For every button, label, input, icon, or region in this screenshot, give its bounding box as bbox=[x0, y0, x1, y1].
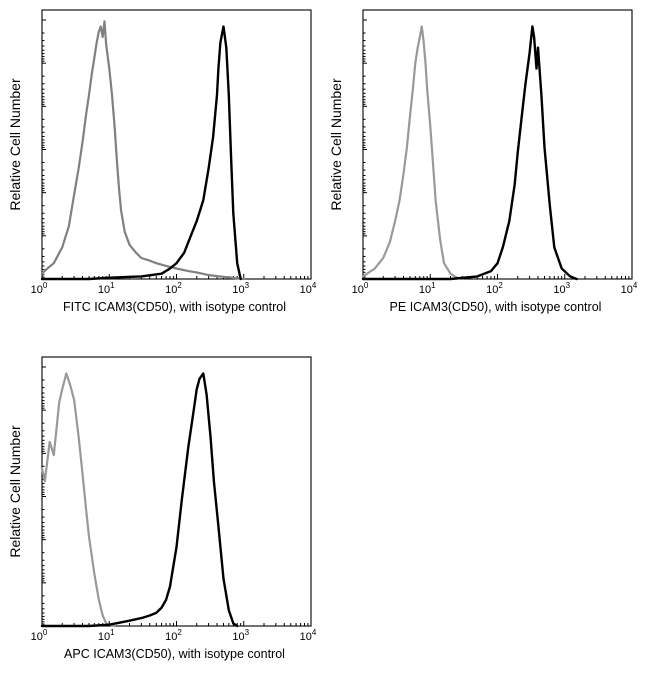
x-axis-label: PE ICAM3(CD50), with isotype control bbox=[390, 300, 602, 314]
x-tick-label: 103 bbox=[553, 281, 570, 296]
plot-frame bbox=[362, 9, 633, 280]
y-axis-label: Relative Cell Number bbox=[328, 78, 344, 211]
x-tick-label: 102 bbox=[165, 281, 182, 296]
x-tick-label: 104 bbox=[300, 628, 317, 643]
histogram-panel-2: 100 101 102 103 104 Relative Cell Number PE IC… bbox=[328, 9, 638, 314]
x-axis-label: FITC ICAM3(CD50), with isotype control bbox=[63, 300, 286, 314]
icam3-stained-curve bbox=[40, 25, 242, 281]
isotype-control-curve bbox=[40, 20, 245, 281]
x-tick-label: 100 bbox=[352, 281, 369, 296]
x-tick-label: 101 bbox=[98, 281, 115, 296]
x-tick-label: 102 bbox=[165, 628, 182, 643]
x-tick-label: 100 bbox=[31, 281, 48, 296]
x-tick-label: 100 bbox=[31, 628, 48, 643]
isotype-control-curve bbox=[361, 25, 464, 281]
x-axis-ticks bbox=[41, 274, 309, 279]
isotype-control-curve bbox=[40, 372, 116, 628]
y-axis-ticks bbox=[363, 19, 367, 278]
y-axis-label: Relative Cell Number bbox=[7, 425, 23, 558]
icam3-stained-curve bbox=[361, 25, 578, 281]
y-axis-ticks bbox=[42, 366, 46, 625]
histogram-panel-1: 100 101 102 103 104 Relative Cell Number FITC … bbox=[7, 9, 317, 314]
x-axis-label: APC ICAM3(CD50), with isotype control bbox=[64, 647, 285, 661]
x-tick-label: 101 bbox=[419, 281, 436, 296]
y-axis-ticks bbox=[42, 19, 46, 278]
histogram-panel-3: 100 101 102 103 104 Relative Cell Number APC I… bbox=[7, 356, 317, 661]
x-tick-label: 103 bbox=[232, 281, 249, 296]
x-tick-label: 102 bbox=[486, 281, 503, 296]
x-tick-label: 104 bbox=[300, 281, 317, 296]
x-tick-label: 101 bbox=[98, 628, 115, 643]
y-axis-label: Relative Cell Number bbox=[7, 78, 23, 211]
plot-frame bbox=[41, 356, 312, 627]
x-tick-label: 103 bbox=[232, 628, 249, 643]
icam3-stained-curve bbox=[40, 372, 239, 628]
x-tick-label: 104 bbox=[621, 281, 638, 296]
